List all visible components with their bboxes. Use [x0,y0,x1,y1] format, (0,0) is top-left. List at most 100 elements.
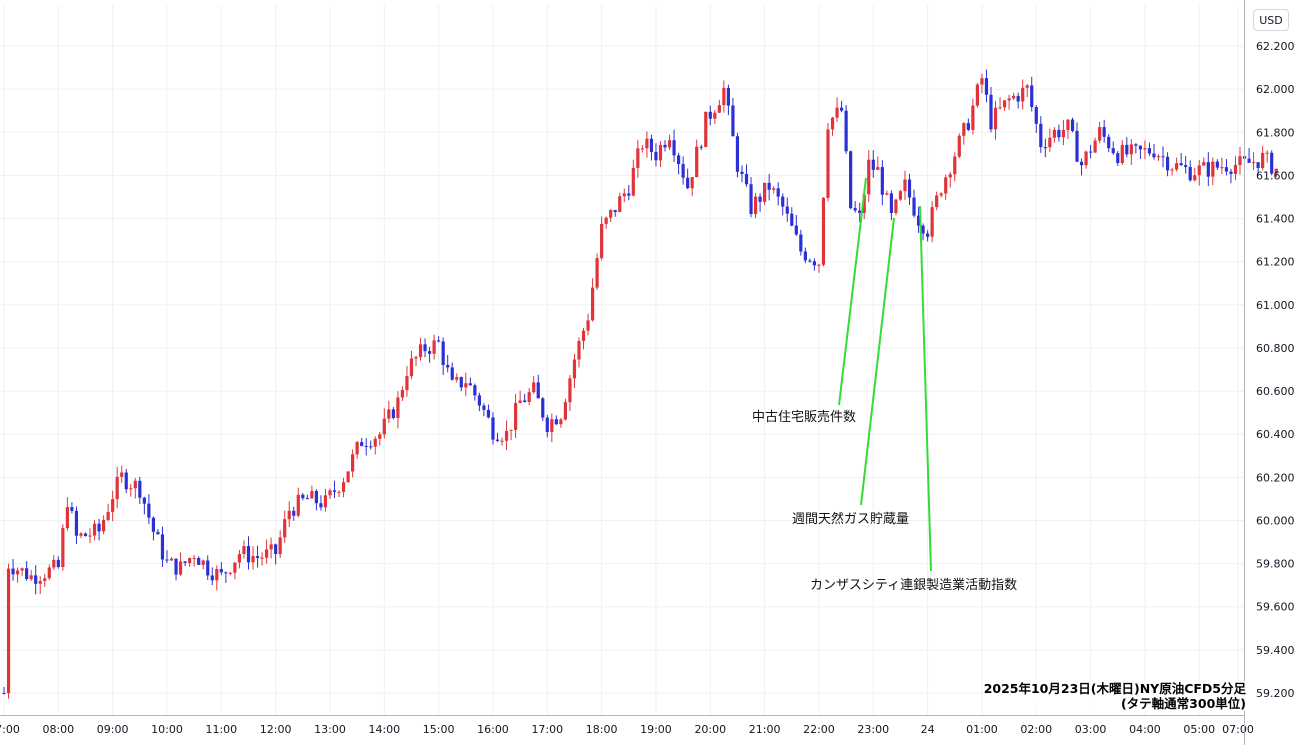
candle-body [1120,144,1124,164]
candle-body [935,195,939,208]
candle-body [233,562,237,573]
candle-body [695,146,699,178]
candle-body [749,184,753,215]
candle-body [1125,144,1129,155]
candle-body [541,398,545,418]
candle-body [147,503,151,518]
candle-body [858,210,862,213]
candle-body [296,494,300,516]
candle-body [649,138,654,152]
candle-body [1107,136,1111,149]
candle-body [1165,156,1170,171]
candle-body [876,167,880,170]
candle-body [808,260,812,262]
candle-body [482,405,486,410]
candle-body [1048,137,1052,148]
candle-body [763,182,767,202]
candle-body [1002,100,1007,108]
x-tick-label: 13:00 [314,723,346,736]
candle-body [106,511,110,520]
candle-body [56,559,60,568]
candle-body [1143,148,1147,150]
candle-body [785,206,789,214]
candle-body [658,144,663,161]
x-tick-label: 15:00 [423,723,455,736]
y-tick-label: 59.400 [1256,644,1295,657]
x-tick-label: 18:00 [586,723,618,736]
candle-body [690,177,694,189]
candle-body [527,392,531,402]
candle-body [160,534,165,560]
candle-body [514,403,518,430]
candle-body [278,537,282,554]
candle-body [486,409,491,418]
candle-body [1197,165,1201,176]
candle-body [228,572,232,574]
candle-body [600,223,604,259]
candle-body [111,499,115,512]
candle-body [237,553,242,563]
candle-body [102,519,106,532]
candle-body [500,440,504,442]
y-tick-label: 59.800 [1256,558,1295,571]
chart-caption: 2025年10月23日(木曜日)NY原油CFD5分足 (タテ軸通常300単位) [983,681,1246,711]
candle-body [1138,145,1143,150]
candle-body [260,557,264,559]
y-tick-label: 61.200 [1256,256,1295,269]
candle-body [124,472,128,490]
x-tick-label: 05:00 [1183,723,1215,736]
y-tick-label: 61.400 [1256,213,1295,226]
candle-body [640,148,644,150]
candle-body [120,472,124,477]
candle-body [731,105,735,137]
candle-body [962,123,966,136]
candle-body [907,179,912,198]
y-tick-label: 62.000 [1256,83,1295,96]
candle-body [504,430,509,441]
candle-body [427,351,432,354]
candle-body [206,560,210,576]
candle-body [993,107,998,130]
candle-body [455,377,459,380]
candle-body [722,87,726,106]
candle-body [437,340,441,342]
candle-body [944,177,948,194]
currency-badge[interactable]: USD [1253,9,1289,31]
candle-body [495,439,500,441]
candle-body [473,385,477,396]
annotation-lines [838,177,932,572]
x-tick-label: 08:00 [42,723,74,736]
x-tick-label: 04:00 [1129,723,1161,736]
candle-body [681,164,685,178]
candle-body [1012,95,1016,99]
candle-body [115,476,119,500]
candle-body [400,390,405,398]
candle-body [61,528,65,568]
candle-body [183,561,187,563]
candle-body [305,498,309,500]
candle-body [332,490,337,492]
candlestick-series [2,69,1278,699]
candle-body [11,568,15,575]
x-tick-label: 07:00 [1222,723,1254,736]
candle-body [699,146,703,148]
candle-body [1270,152,1274,174]
y-tick-label: 62.200 [1256,40,1295,53]
candle-body [1229,171,1233,174]
candle-body [1265,152,1269,154]
y-tick-label: 60.400 [1256,428,1295,441]
candle-body [1156,156,1161,158]
candle-body [418,344,423,358]
candle-body [835,107,839,118]
candle-body [1224,167,1229,172]
candle-body [405,376,409,391]
x-tick-label: 14:00 [368,723,400,736]
annotation-label-kansas-city-fed: カンザスシティ連銀製造業活動指数 [810,578,1018,593]
candle-body [880,167,884,195]
x-tick-label: 03:00 [1075,723,1107,736]
candle-body [862,194,866,213]
x-tick-label: 22:00 [803,723,835,736]
y-tick-label: 60.600 [1256,385,1295,398]
